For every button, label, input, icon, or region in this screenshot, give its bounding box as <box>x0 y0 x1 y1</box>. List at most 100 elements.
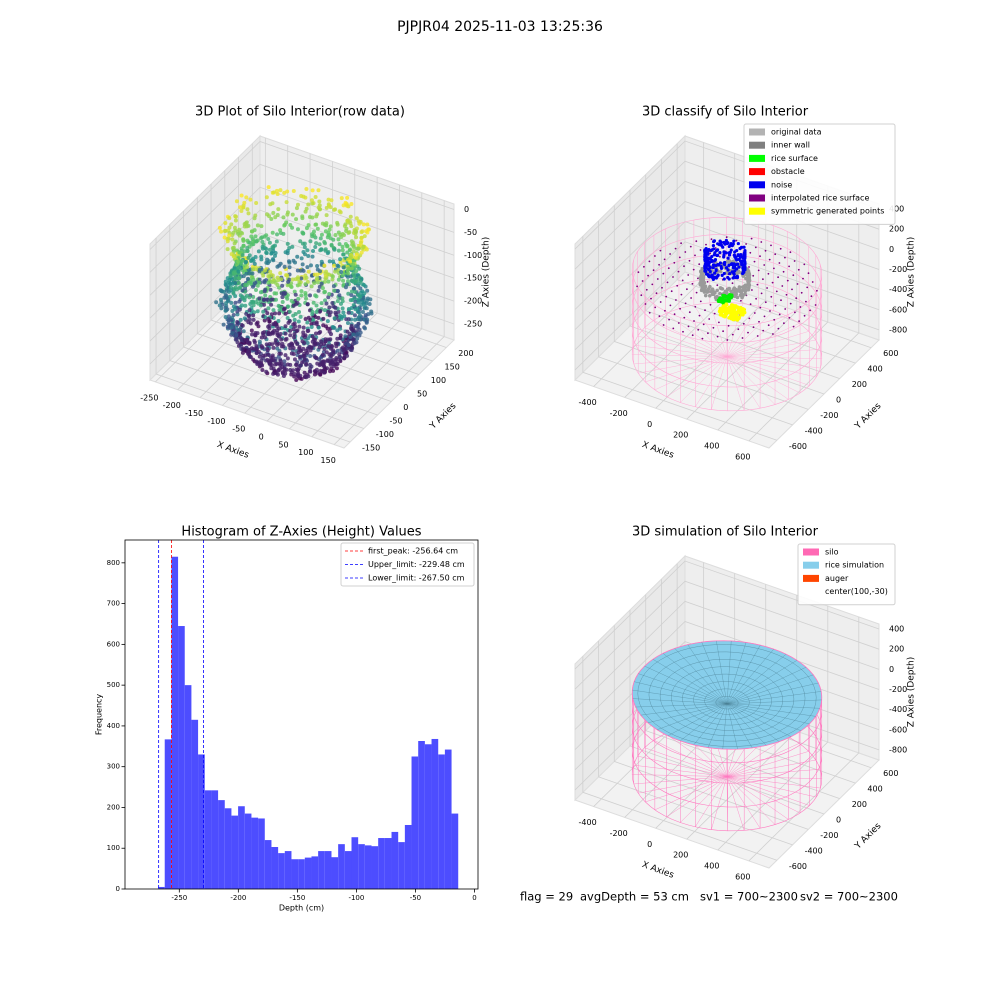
point <box>640 294 643 297</box>
bar <box>171 556 179 889</box>
point <box>325 235 330 240</box>
bar <box>298 859 305 889</box>
point <box>335 299 340 304</box>
y-tick-label: 200 <box>458 349 473 358</box>
point <box>251 277 256 282</box>
z-tick-label: 400 <box>889 625 904 634</box>
silo-spoke <box>726 776 817 798</box>
point <box>693 320 695 322</box>
point <box>262 318 267 323</box>
point <box>719 255 721 258</box>
point <box>322 289 327 294</box>
point <box>763 264 766 266</box>
point <box>677 270 680 273</box>
point <box>719 286 724 291</box>
point <box>673 313 676 316</box>
y-tick-label: 400 <box>107 722 120 730</box>
point <box>301 325 306 330</box>
bar <box>191 719 199 889</box>
bar <box>338 844 345 889</box>
point <box>295 254 300 259</box>
point <box>298 268 303 273</box>
point <box>306 269 311 274</box>
point <box>298 239 303 244</box>
point <box>334 366 339 371</box>
point <box>735 248 739 253</box>
point <box>321 370 326 375</box>
point <box>735 239 738 242</box>
point <box>714 276 718 280</box>
point <box>672 276 674 278</box>
point <box>355 332 360 337</box>
bar <box>398 842 405 889</box>
point <box>258 290 263 295</box>
point <box>296 319 301 324</box>
point <box>262 297 267 302</box>
point <box>359 230 364 235</box>
x-tick-label: -150 <box>289 894 305 902</box>
point <box>799 306 802 308</box>
point <box>315 263 320 268</box>
point <box>753 312 756 314</box>
grid-line <box>574 600 880 710</box>
silo-spoke <box>726 339 816 357</box>
point <box>708 318 711 320</box>
point <box>327 313 332 318</box>
mesh-spoke <box>687 644 728 704</box>
point <box>318 308 323 313</box>
point <box>345 250 350 255</box>
point <box>264 251 269 256</box>
point <box>249 242 254 247</box>
bar <box>378 838 385 889</box>
point <box>270 230 275 235</box>
point <box>349 327 354 332</box>
point <box>353 323 358 328</box>
point <box>710 275 714 279</box>
y-tick-label: -200 <box>820 831 838 840</box>
point <box>295 268 300 273</box>
point <box>361 295 366 300</box>
legend-label: auger <box>825 574 849 583</box>
point <box>241 203 246 208</box>
point <box>774 304 777 307</box>
silo-spoke <box>726 776 745 831</box>
y-tick-label: -600 <box>789 862 807 871</box>
point <box>327 259 332 264</box>
y-tick-label: 150 <box>445 363 460 372</box>
legend-patch <box>749 181 765 189</box>
point <box>784 256 786 259</box>
point <box>256 249 261 254</box>
point <box>271 371 276 376</box>
point <box>254 343 259 348</box>
point <box>268 269 273 274</box>
point <box>329 343 334 348</box>
point <box>262 330 267 335</box>
point <box>231 271 236 276</box>
point <box>731 333 734 336</box>
point <box>337 293 342 298</box>
point <box>337 352 342 357</box>
legend-label: center(100,-30) <box>825 587 888 596</box>
point <box>349 239 354 244</box>
point <box>816 289 818 292</box>
point <box>321 323 326 328</box>
point <box>308 353 313 358</box>
point <box>266 331 271 336</box>
point <box>240 231 245 236</box>
point <box>345 320 350 325</box>
point <box>241 329 246 334</box>
point <box>240 296 245 301</box>
point <box>237 286 242 291</box>
point <box>358 330 363 335</box>
point <box>341 265 346 270</box>
point <box>293 277 298 282</box>
point <box>716 284 719 287</box>
point <box>317 269 322 274</box>
mesh-spoke <box>726 691 822 704</box>
point <box>341 310 346 315</box>
point <box>272 243 277 248</box>
silo-spoke <box>726 349 821 357</box>
point <box>252 340 257 345</box>
point <box>786 279 789 282</box>
point <box>663 258 666 261</box>
